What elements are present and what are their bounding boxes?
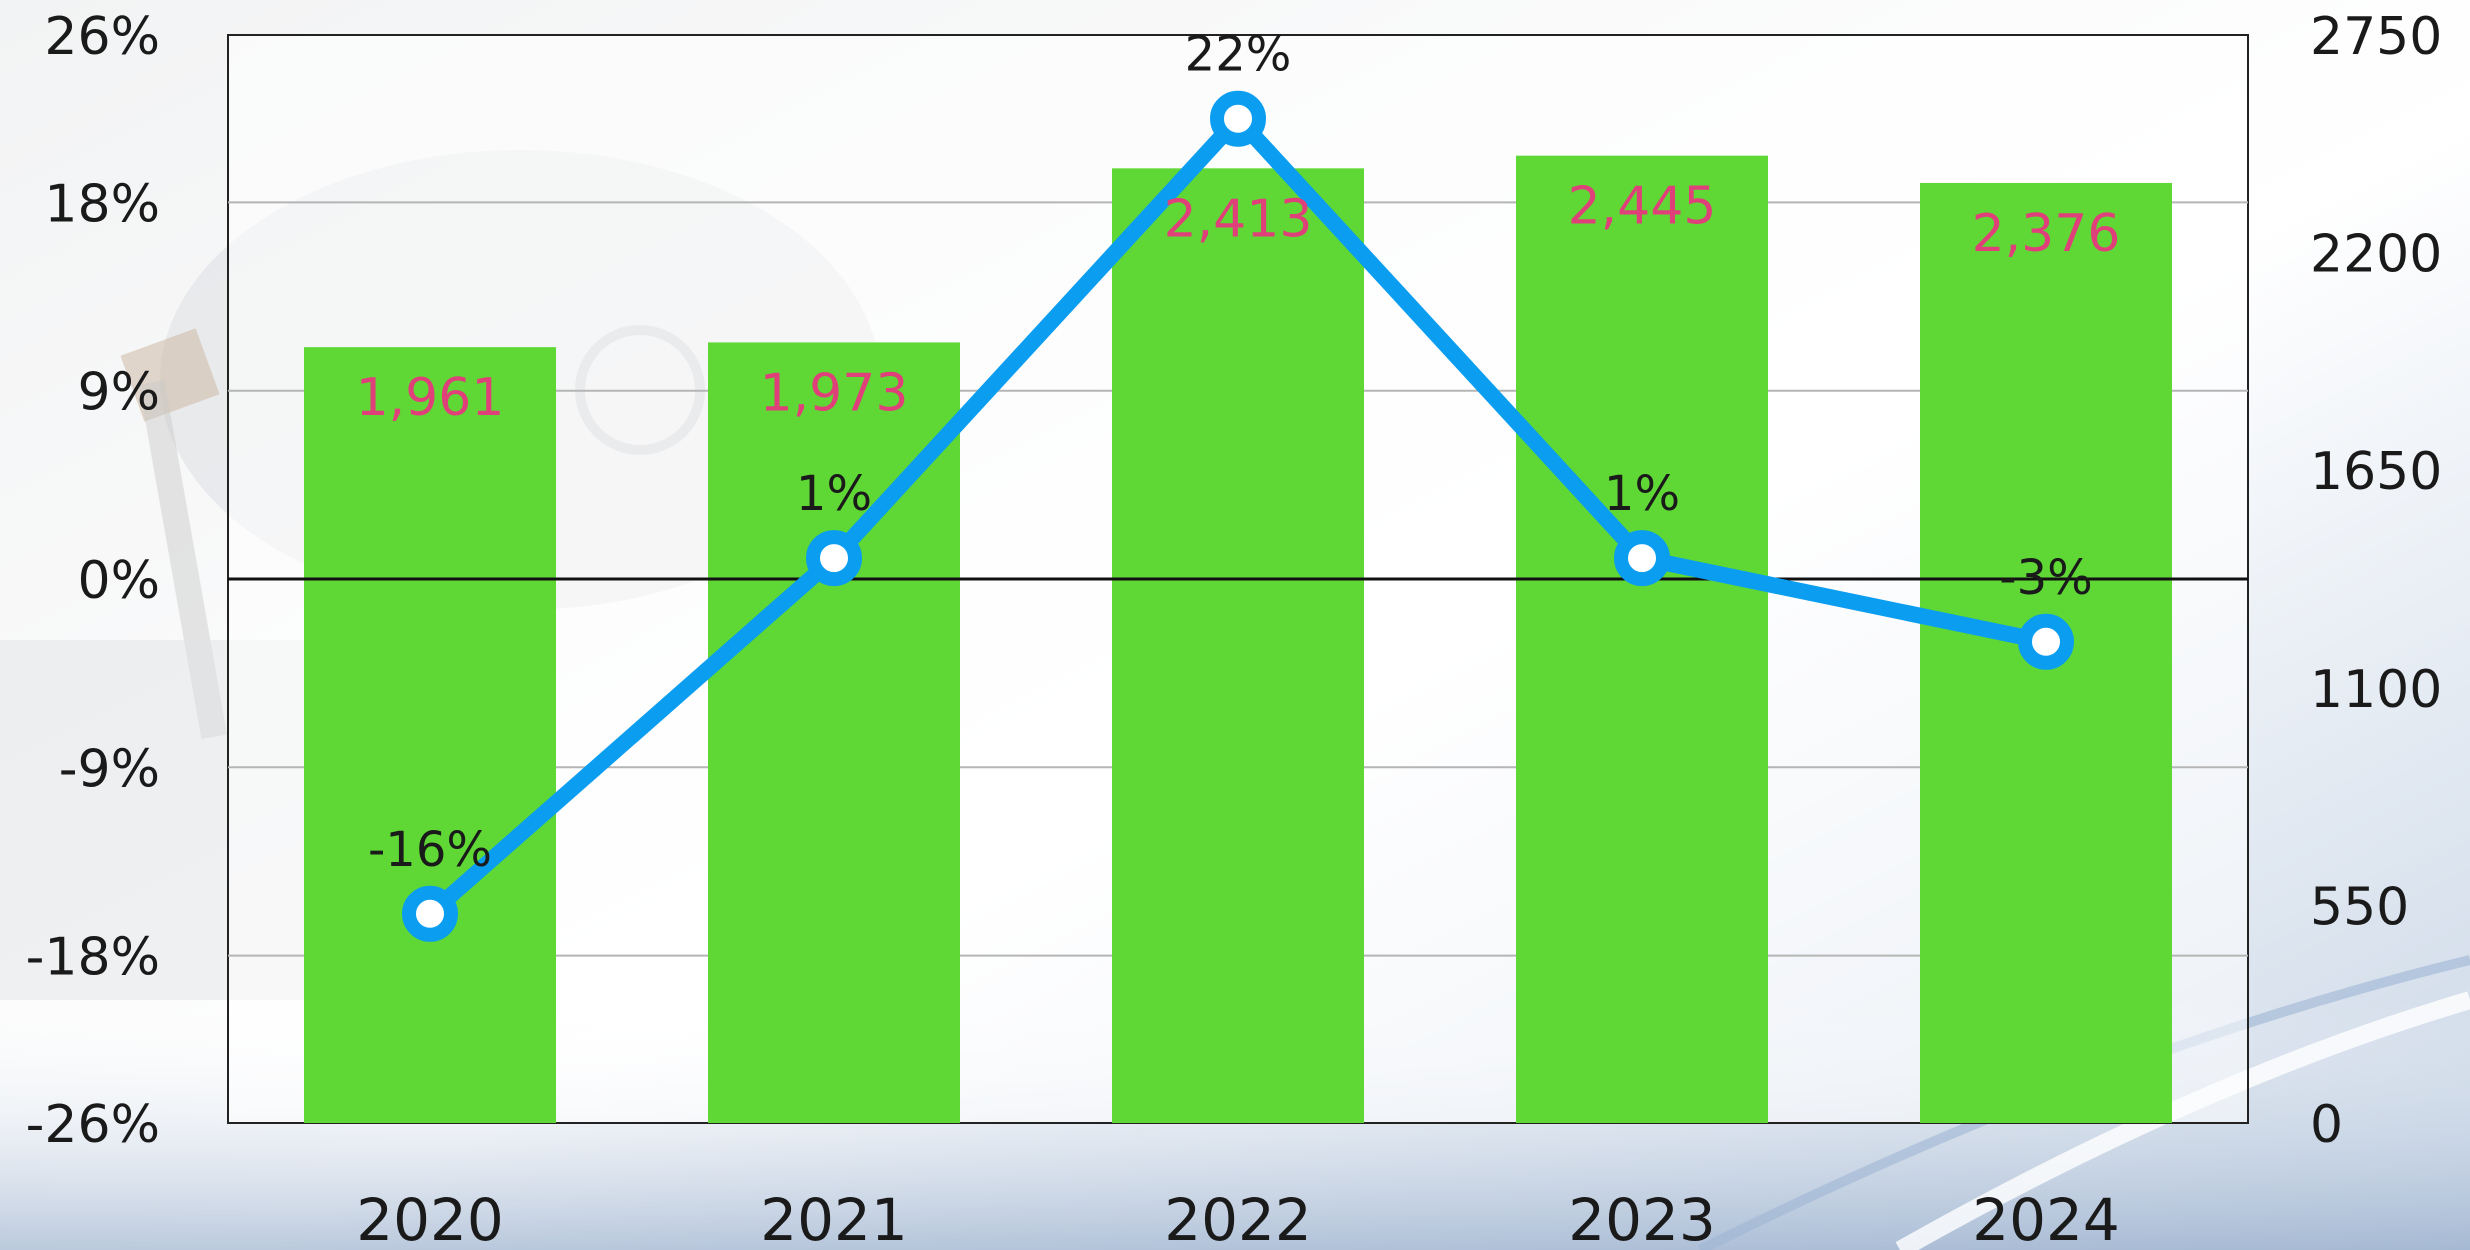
left-tick-label: -9% (59, 739, 160, 799)
bar-value-label: 1,973 (760, 363, 909, 423)
growth-point-2021 (806, 530, 862, 587)
growth-value-label: -16% (368, 822, 492, 878)
growth-point-2020 (402, 885, 458, 942)
right-axis-ticks: 2750 2200 1650 1100 550 0 (2310, 7, 2442, 1155)
left-tick-label: 18% (44, 174, 160, 234)
left-tick-label: -18% (26, 928, 160, 988)
growth-point-2022 (1210, 90, 1266, 147)
growth-value-label: 22% (1185, 27, 1292, 83)
category-label: 2020 (356, 1186, 504, 1250)
bar-2020 (304, 347, 556, 1123)
bar-2023 (1516, 155, 1768, 1124)
category-label: 2023 (1568, 1186, 1716, 1250)
growth-value-label: -3% (1999, 550, 2092, 606)
left-tick-label: 26% (44, 7, 160, 67)
bar-value-label: 2,445 (1568, 177, 1717, 237)
data-labels: 1,961 1,973 2,413 2,445 2,376 -16% 1% 22% 1% -3% (356, 27, 2121, 878)
left-tick-label: 9% (78, 363, 161, 423)
right-tick-label: 0 (2310, 1095, 2343, 1155)
right-tick-label: 1650 (2310, 442, 2442, 502)
category-label: 2022 (1164, 1186, 1312, 1250)
left-tick-label: -26% (26, 1095, 160, 1155)
right-tick-label: 1100 (2310, 660, 2442, 720)
growth-value-label: 1% (796, 466, 872, 522)
category-label: 2024 (1972, 1186, 2120, 1250)
category-label: 2021 (760, 1186, 908, 1250)
right-tick-label: 2750 (2310, 7, 2442, 67)
growth-point-2023 (1614, 530, 1670, 587)
right-tick-label: 550 (2310, 877, 2409, 937)
left-axis-ticks: 26% 18% 9% 0% -9% -18% -26% (26, 7, 160, 1155)
bar-value-label: 2,413 (1164, 189, 1313, 249)
growth-line (402, 90, 2074, 942)
growth-value-label: 1% (1604, 466, 1680, 522)
right-tick-label: 2200 (2310, 225, 2442, 285)
x-axis-labels: 2020 2021 2022 2023 2024 (356, 1186, 2120, 1250)
bar-2022 (1112, 168, 1364, 1123)
growth-point-2024 (2018, 613, 2074, 670)
bar-value-label: 1,961 (356, 368, 505, 428)
bar-value-label: 2,376 (1972, 204, 2121, 264)
left-tick-label: 0% (78, 551, 161, 611)
